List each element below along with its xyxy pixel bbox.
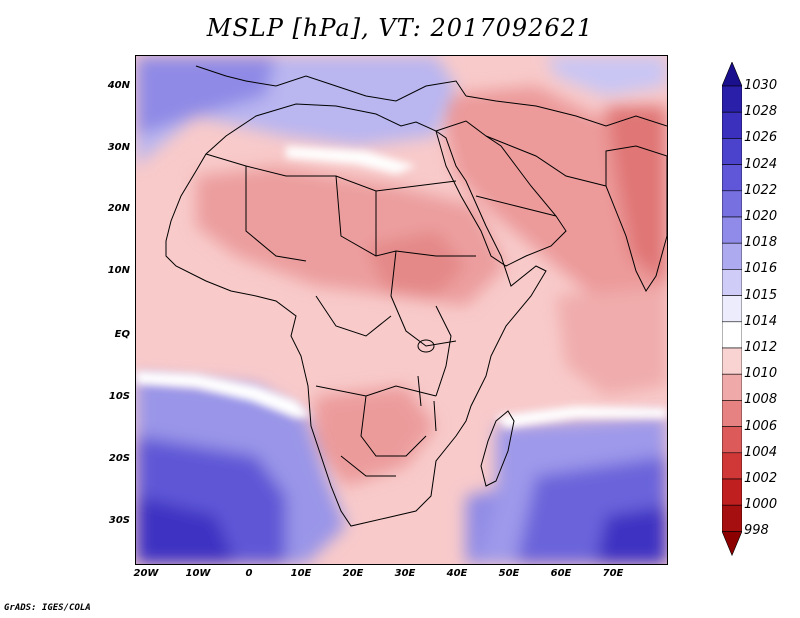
colorbar-segment bbox=[722, 138, 742, 165]
colorbar-label: 1002 bbox=[744, 471, 778, 486]
pressure-map bbox=[136, 56, 667, 564]
high-pressure-regions bbox=[136, 56, 667, 564]
border-line bbox=[485, 135, 607, 187]
border-line bbox=[360, 395, 427, 457]
colorbar-label: 1024 bbox=[744, 156, 778, 172]
colorbar-segment bbox=[722, 400, 742, 427]
border-line bbox=[335, 175, 476, 257]
lat-label-eq: EQ bbox=[114, 329, 130, 340]
lat-label-30s: 30S bbox=[108, 515, 130, 526]
colorbar-segment bbox=[722, 373, 742, 401]
lake-victoria bbox=[417, 339, 435, 353]
lon-label-10e: 10E bbox=[290, 568, 312, 579]
madagascar-coastline bbox=[480, 410, 515, 487]
border-line bbox=[315, 295, 392, 337]
coastlines bbox=[165, 65, 667, 527]
colorbar-segment bbox=[722, 321, 742, 349]
colorbar-label: 1015 bbox=[744, 287, 778, 303]
india-coastline bbox=[605, 145, 667, 292]
colorbar-label: 1026 bbox=[744, 130, 778, 146]
lon-label-20e: 20E bbox=[342, 568, 364, 579]
lon-label-70e: 70E bbox=[602, 568, 624, 579]
colorbar-segment bbox=[722, 531, 742, 557]
colorbar-label: 998 bbox=[744, 523, 769, 539]
lon-label-10w: 10W bbox=[185, 568, 211, 579]
lon-label-0: 0 bbox=[245, 568, 253, 579]
colorbar-segment bbox=[722, 426, 742, 454]
colorbar-segment bbox=[722, 295, 742, 323]
lon-label-40e: 40E bbox=[446, 568, 468, 579]
colorbar-segment bbox=[722, 452, 742, 480]
lat-label-40n: 40N bbox=[107, 80, 130, 91]
colorbar-label: 1010 bbox=[744, 366, 778, 382]
colorbar-segment bbox=[722, 62, 742, 87]
colorbar-label: 1028 bbox=[744, 104, 778, 120]
colorbar-label: 1022 bbox=[744, 182, 778, 198]
lat-label-10s: 10S bbox=[108, 391, 130, 402]
colorbar-label: 1014 bbox=[744, 313, 778, 329]
chart-title: MSLP [hPa], VT: 2017092621 bbox=[206, 14, 594, 42]
europe-coastline bbox=[195, 65, 467, 102]
africa-coastline bbox=[165, 103, 547, 527]
colorbar-segment bbox=[722, 190, 742, 218]
asia-coastline bbox=[465, 95, 667, 127]
lat-label-20s: 20S bbox=[108, 453, 130, 464]
lat-label-10n: 10N bbox=[107, 265, 130, 276]
lon-label-20w: 20W bbox=[133, 568, 159, 579]
colorbar-label: 1018 bbox=[744, 235, 778, 251]
border-line bbox=[340, 455, 396, 477]
colorbar-label: 1016 bbox=[744, 261, 778, 277]
colorbar-segment bbox=[722, 347, 742, 375]
colorbar-label: 1012 bbox=[744, 340, 778, 355]
colorbar bbox=[722, 62, 742, 557]
colorbar-label: 1030 bbox=[744, 78, 778, 93]
arabia-coastline bbox=[435, 120, 567, 267]
colorbar-label: 1004 bbox=[744, 444, 778, 460]
lon-label-60e: 60E bbox=[550, 568, 572, 579]
map-panel bbox=[135, 55, 668, 565]
colorbar-segment bbox=[722, 85, 742, 113]
colorbar-label: 1000 bbox=[744, 497, 778, 513]
colorbar-segment bbox=[722, 111, 742, 139]
transition-bands bbox=[136, 146, 667, 428]
border-line bbox=[315, 385, 437, 397]
colorbar-label: 1006 bbox=[744, 418, 778, 434]
border-line bbox=[435, 305, 452, 397]
colorbar-segment bbox=[722, 478, 742, 506]
colorbar-segment bbox=[722, 164, 742, 192]
lon-label-50e: 50E bbox=[498, 568, 520, 579]
colorbar-label: 1008 bbox=[744, 392, 778, 408]
colorbar-segment bbox=[722, 216, 742, 244]
colorbar-segment bbox=[722, 504, 742, 532]
border-line bbox=[245, 166, 307, 262]
lat-label-30n: 30N bbox=[107, 142, 130, 153]
colorbar-segment bbox=[722, 269, 742, 296]
colorbar-label: 1020 bbox=[744, 209, 778, 224]
lat-label-20n: 20N bbox=[107, 203, 130, 214]
border-line bbox=[390, 250, 457, 347]
lon-label-30e: 30E bbox=[394, 568, 416, 579]
colorbar-segment bbox=[722, 242, 742, 270]
border-line bbox=[475, 195, 557, 217]
lake-malawi bbox=[433, 400, 437, 432]
credit-text: GrADS: IGES/COLA bbox=[4, 603, 91, 613]
lake-tanganyika bbox=[417, 375, 422, 407]
